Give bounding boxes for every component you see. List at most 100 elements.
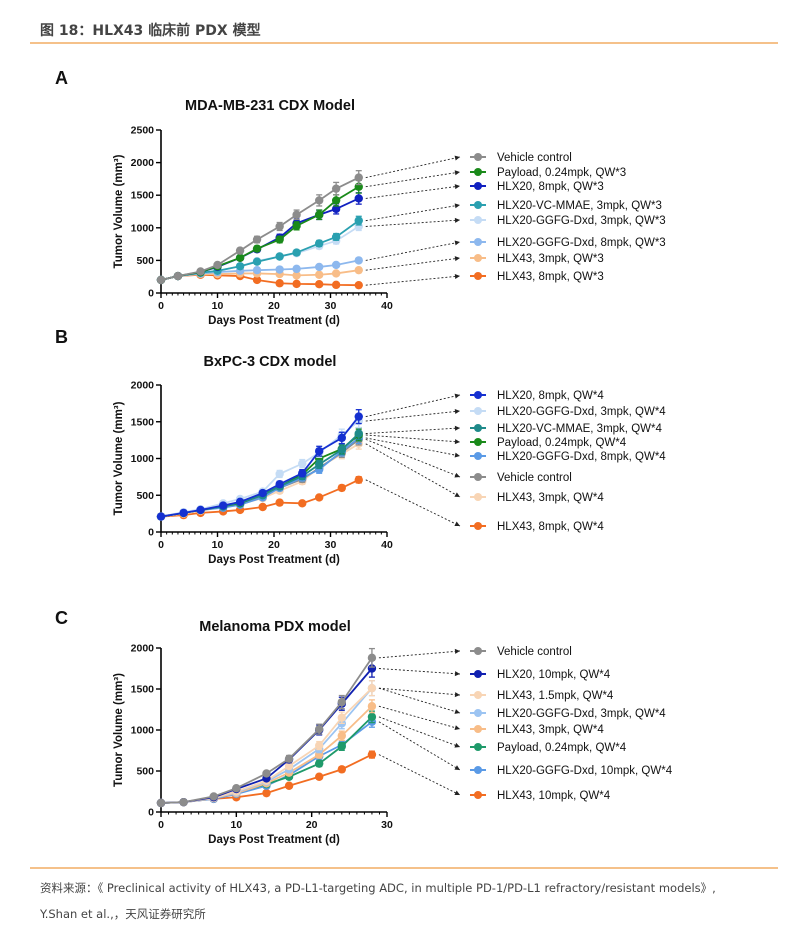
legend-swatch-marker xyxy=(474,438,482,446)
x-tick-label: 40 xyxy=(381,539,393,551)
legend-arrowhead xyxy=(454,240,460,246)
data-point xyxy=(292,248,301,257)
data-point xyxy=(284,761,294,771)
data-point xyxy=(275,279,284,288)
legend-arrowhead xyxy=(454,409,460,415)
panel-a: A MDA-MB-231 CDX Model 0 10 20 30 40 0 500 1000 15… xyxy=(55,68,666,327)
legend-arrowhead xyxy=(454,452,460,458)
legend-label: HLX20-GGFG-Dxd, 8mpk, QW*3 xyxy=(497,237,666,249)
legend-label: HLX20, 8mpk, QW*3 xyxy=(497,181,604,193)
legend-label: HLX43, 3mpk, QW*4 xyxy=(497,492,604,504)
data-point xyxy=(252,235,262,244)
x-tick-label: 10 xyxy=(230,819,242,831)
panel-label: C xyxy=(55,608,68,628)
legend-label: HLX20-VC-MMAE, 3mpk, QW*4 xyxy=(497,423,662,435)
legend-leader xyxy=(365,185,461,199)
data-point xyxy=(337,765,346,774)
data-point xyxy=(315,239,324,248)
x-tick-label: 20 xyxy=(268,300,280,312)
y-tick-label: 0 xyxy=(148,527,154,539)
data-point xyxy=(196,505,205,515)
x-tick-label: 20 xyxy=(306,819,318,831)
legend-swatch-marker xyxy=(474,216,482,224)
data-point xyxy=(331,204,341,214)
x-axis-label: Days Post Treatment (d) xyxy=(208,315,340,327)
data-point xyxy=(337,713,346,722)
data-point xyxy=(331,269,341,278)
legend-arrowhead xyxy=(454,472,460,478)
header-divider xyxy=(30,42,778,44)
legend-arrowhead xyxy=(454,425,460,431)
data-point xyxy=(213,260,222,270)
data-point xyxy=(262,788,271,798)
legend-arrowhead xyxy=(454,648,460,654)
data-point xyxy=(292,210,301,219)
data-point xyxy=(315,493,324,502)
chart-title: Melanoma PDX model xyxy=(199,619,350,635)
y-tick-label: 1500 xyxy=(131,416,155,428)
data-point xyxy=(331,280,341,290)
data-point xyxy=(367,702,377,711)
legend-swatch-marker xyxy=(474,522,482,530)
data-point xyxy=(292,271,301,280)
legend-arrowhead xyxy=(454,217,460,223)
data-point xyxy=(337,483,346,493)
y-tick-label: 2000 xyxy=(131,157,155,169)
series xyxy=(156,647,377,808)
y-axis-label: Tumor Volume (mm³) xyxy=(113,673,125,787)
y-tick-label: 500 xyxy=(136,490,154,502)
data-point xyxy=(315,210,324,219)
legend-arrowhead xyxy=(454,184,460,190)
data-point xyxy=(156,512,166,521)
data-point xyxy=(354,265,363,275)
data-point xyxy=(367,683,377,693)
legend-leader xyxy=(378,668,461,675)
legend-swatch-marker xyxy=(474,238,482,246)
x-tick-label: 10 xyxy=(212,539,224,551)
panel-c: C Melanoma PDX model 0 10 20 30 0 500 1000 1500 20… xyxy=(55,608,673,846)
figure-title: 图 18：HLX43 临床前 PDX 模型 xyxy=(40,23,261,39)
legend-swatch-marker xyxy=(474,743,482,751)
data-point xyxy=(315,724,324,734)
legend-label: HLX43, 10mpk, QW*4 xyxy=(497,790,611,802)
legend-leader xyxy=(378,754,461,796)
data-point xyxy=(298,459,307,468)
data-point xyxy=(337,697,346,707)
legend-label: HLX43, 3mpk, QW*4 xyxy=(497,724,604,736)
legend-arrowhead xyxy=(454,492,460,497)
data-point xyxy=(367,712,377,722)
data-point xyxy=(179,797,188,807)
data-point xyxy=(275,480,284,489)
legend-arrowhead xyxy=(454,742,460,748)
legend-leader xyxy=(365,394,461,418)
series-line xyxy=(160,416,360,518)
legend-leader xyxy=(365,257,461,271)
data-point xyxy=(337,433,346,443)
y-tick-label: 2500 xyxy=(131,125,155,137)
data-point xyxy=(354,216,363,225)
data-point xyxy=(354,256,363,265)
legend-leader xyxy=(378,716,461,748)
legend-arrowhead xyxy=(454,203,460,209)
legend-leader xyxy=(378,687,461,696)
data-point xyxy=(258,502,267,512)
legend-label: Payload, 0.24mpk, QW*4 xyxy=(497,742,627,754)
data-point xyxy=(354,280,363,290)
legend-arrowhead xyxy=(454,671,460,677)
legend-swatch-marker xyxy=(474,709,482,717)
legend-leader xyxy=(365,438,461,478)
data-point xyxy=(292,279,301,289)
legend-label: HLX20-VC-MMAE, 3mpk, QW*3 xyxy=(497,200,662,212)
data-point xyxy=(284,781,294,790)
y-axis-label: Tumor Volume (mm³) xyxy=(113,401,125,515)
legend-leader xyxy=(365,443,461,498)
legend-label: HLX43, 3mpk, QW*3 xyxy=(497,253,604,265)
chart-title: MDA-MB-231 CDX Model xyxy=(185,98,355,114)
y-tick-label: 0 xyxy=(148,807,154,819)
data-point xyxy=(156,275,166,285)
x-tick-label: 0 xyxy=(158,300,164,312)
data-point xyxy=(354,412,363,421)
data-point xyxy=(367,664,377,673)
legend-arrowhead xyxy=(454,790,460,796)
legend-swatch-marker xyxy=(474,766,482,774)
